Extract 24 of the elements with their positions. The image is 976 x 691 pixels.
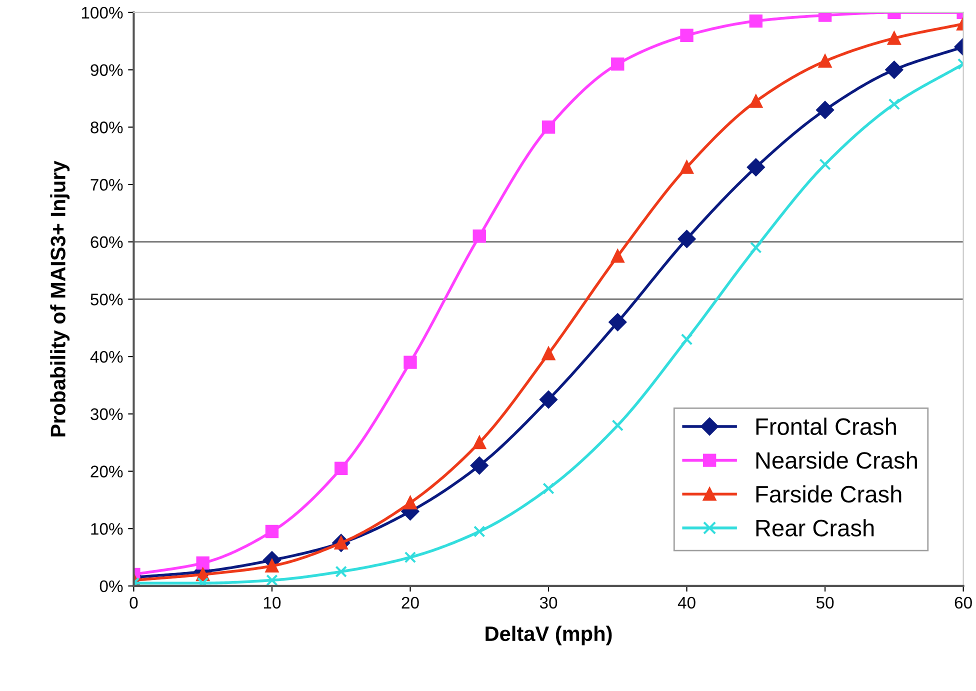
legend-label: Rear Crash xyxy=(756,519,874,536)
y-axis-title: Probability of MAIS3+ Injury xyxy=(50,160,70,436)
legend-label: Farside Crash xyxy=(756,485,902,503)
y-tick-label: 60% xyxy=(90,236,123,248)
x-tick-label: 50 xyxy=(816,596,834,609)
y-tick-label: 40% xyxy=(90,350,123,363)
y-tick-label: 0% xyxy=(100,580,123,592)
y-tick-label: 100% xyxy=(82,6,123,19)
y-tick-label: 90% xyxy=(90,64,123,76)
x-tick-label: 30 xyxy=(540,596,558,609)
y-tick-label: 20% xyxy=(90,466,123,478)
y-tick-label: 10% xyxy=(91,523,123,535)
y-tick-label: 70% xyxy=(90,178,123,191)
y-tick-label: 30% xyxy=(90,408,123,420)
x-tick-label: 10 xyxy=(264,596,281,609)
y-tick-label: 50% xyxy=(90,294,123,306)
x-tick-label: 0 xyxy=(130,596,138,609)
x-tick-label: 40 xyxy=(678,596,696,609)
legend-label: Frontal Crash xyxy=(756,418,896,435)
x-axis-title: DeltaV (mph) xyxy=(486,626,612,646)
x-tick-label: 20 xyxy=(402,596,419,609)
legend-label: Nearside Crash xyxy=(756,451,917,469)
y-tick-label: 80% xyxy=(90,122,123,134)
x-tick-label: 60 xyxy=(954,596,972,609)
